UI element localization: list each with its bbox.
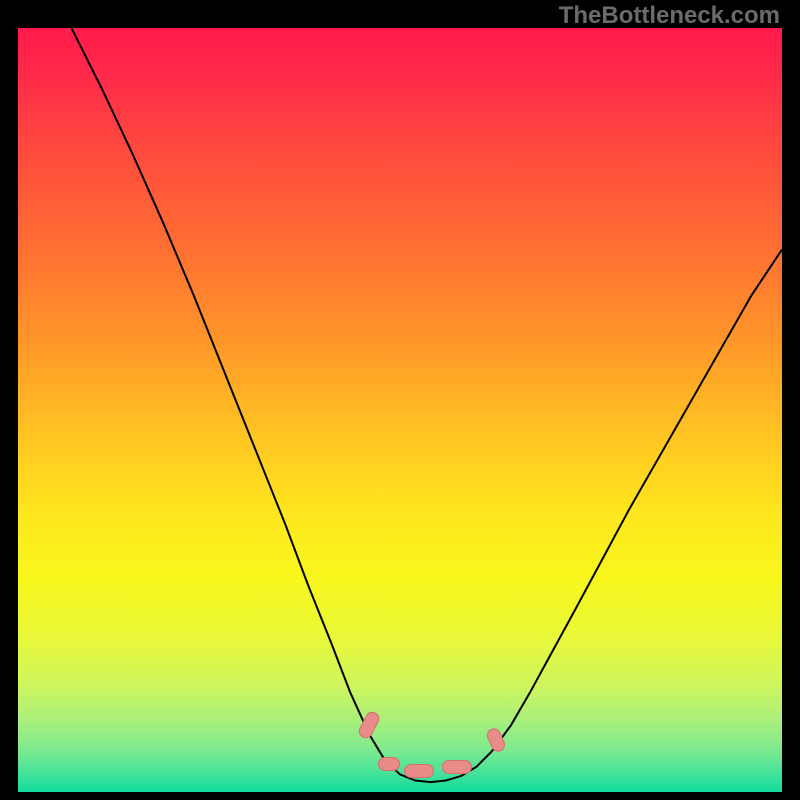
plot-area — [18, 28, 782, 782]
chart-frame: TheBottleneck.com — [0, 0, 800, 800]
watermark-label: TheBottleneck.com — [559, 2, 780, 30]
gradient-background — [18, 28, 782, 792]
